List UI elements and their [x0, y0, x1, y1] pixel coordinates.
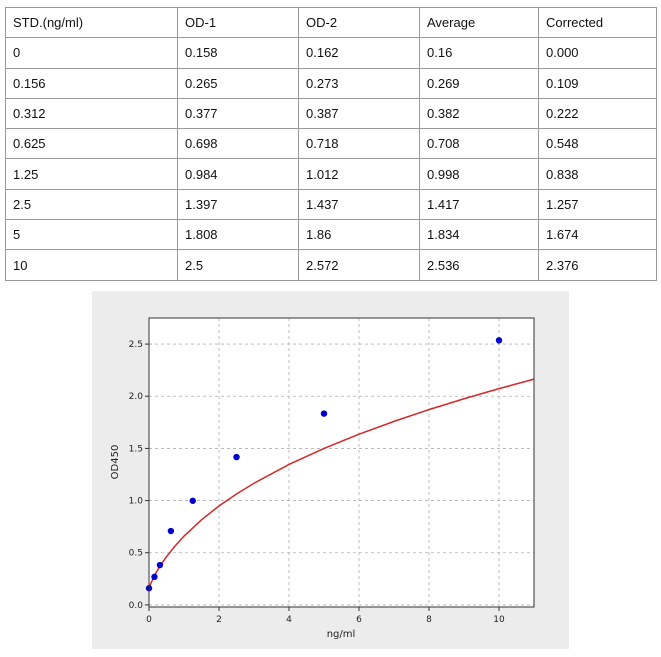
x-axis-label: ng/ml	[327, 629, 356, 640]
x-tick-label: 0	[146, 615, 152, 625]
y-tick-label: 2.0	[129, 392, 144, 402]
x-tick-label: 4	[286, 615, 292, 625]
cell-od2: 1.012	[298, 158, 420, 190]
table-row: 1.25 0.984 1.012 0.998 0.838	[5, 158, 657, 190]
table-row: 0.625 0.698 0.718 0.708 0.548	[5, 128, 657, 160]
cell-od1: 1.808	[177, 219, 299, 251]
cell-corrected: 1.674	[538, 219, 657, 251]
x-tick-label: 6	[356, 615, 362, 625]
cell-std: 0.625	[5, 128, 178, 160]
y-axis-label: OD450	[110, 445, 121, 480]
x-tick-label: 10	[493, 615, 505, 625]
data-point	[495, 337, 503, 344]
cell-corrected: 2.376	[538, 249, 657, 281]
cell-od2: 0.162	[298, 37, 420, 69]
cell-average: 1.834	[419, 219, 539, 251]
cell-od1: 0.984	[177, 158, 299, 190]
cell-std: 0.312	[5, 97, 178, 130]
cell-od1: 1.397	[177, 188, 299, 221]
cell-corrected: 0.109	[538, 67, 657, 99]
y-tick-label: 0.0	[129, 601, 144, 611]
y-tick-label: 1.5	[129, 444, 143, 454]
cell-od2: 1.437	[298, 188, 420, 221]
cell-std: 0.156	[5, 67, 178, 99]
cell-average: 1.417	[419, 188, 539, 221]
cell-average: 0.269	[419, 67, 539, 99]
cell-std: 10	[5, 249, 178, 281]
cell-std: 5	[5, 219, 178, 251]
cell-od1: 0.377	[177, 97, 299, 130]
table-header-row: STD.(ng/ml) OD-1 OD-2 Average Corrected	[5, 6, 657, 39]
chart-panel: 0 2 4 6 8 10 0.0 0.5 1.0 1.5 2.0 2.5 ng/ml OD450	[92, 291, 569, 649]
cell-average: 0.16	[419, 37, 539, 69]
cell-corrected: 0.000	[538, 37, 657, 69]
data-point	[156, 561, 164, 569]
cell-od1: 0.265	[177, 67, 299, 99]
cell-od1: 0.698	[177, 128, 299, 160]
y-tick-label: 1.0	[129, 497, 144, 507]
table-row: 5 1.808 1.86 1.834 1.674	[5, 219, 657, 251]
header-std: STD.(ng/ml)	[5, 6, 178, 39]
cell-std: 0	[5, 37, 178, 69]
y-tick-label: 2.5	[129, 340, 143, 350]
data-point	[233, 453, 240, 461]
header-corrected: Corrected	[538, 6, 657, 39]
header-average: Average	[419, 6, 539, 39]
cell-od2: 0.718	[298, 128, 420, 160]
cell-average: 0.708	[419, 128, 539, 160]
header-od2: OD-2	[298, 6, 420, 39]
data-point	[151, 573, 158, 581]
cell-od1: 2.5	[177, 249, 299, 281]
cell-corrected: 1.257	[538, 188, 657, 221]
table-row: 10 2.5 2.572 2.536 2.376	[5, 249, 657, 281]
table-row: 0 0.158 0.162 0.16 0.000	[5, 37, 657, 69]
data-point	[189, 497, 196, 504]
cell-average: 0.382	[419, 97, 539, 130]
cell-corrected: 0.222	[538, 97, 657, 130]
cell-std: 1.25	[5, 158, 178, 190]
table-row: 2.5 1.397 1.437 1.417 1.257	[5, 188, 657, 221]
cell-od1: 0.158	[177, 37, 299, 69]
cell-corrected: 0.548	[538, 128, 657, 160]
table-row: 0.312 0.377 0.387 0.382 0.222	[5, 97, 657, 130]
header-od1: OD-1	[177, 6, 299, 39]
cell-average: 2.536	[419, 249, 539, 281]
data-point	[167, 527, 175, 535]
standard-curve-table: STD.(ng/ml) OD-1 OD-2 Average Corrected …	[5, 6, 657, 281]
standard-curve-chart: 0 2 4 6 8 10 0.0 0.5 1.0 1.5 2.0 2.5 ng/ml OD450	[110, 317, 535, 640]
cell-std: 2.5	[5, 188, 178, 221]
cell-average: 0.998	[419, 158, 539, 190]
cell-corrected: 0.838	[538, 158, 657, 190]
plot-frame	[148, 317, 535, 608]
x-tick-label: 2	[216, 615, 222, 625]
data-points	[145, 337, 503, 592]
cell-od2: 2.572	[298, 249, 420, 281]
x-tick-label: 8	[426, 615, 432, 625]
cell-od2: 0.273	[298, 67, 420, 99]
grid-lines	[148, 318, 534, 607]
cell-od2: 0.387	[298, 97, 420, 130]
cell-od2: 1.86	[298, 219, 420, 251]
fit-curve-line	[148, 378, 535, 589]
axis-ticks: 0 2 4 6 8 10 0.0 0.5 1.0 1.5 2.0 2.5	[129, 340, 505, 625]
table-row: 0.156 0.265 0.273 0.269 0.109	[5, 67, 657, 99]
plot-area	[149, 318, 534, 607]
y-tick-label: 0.5	[129, 549, 143, 559]
data-point	[320, 410, 328, 417]
